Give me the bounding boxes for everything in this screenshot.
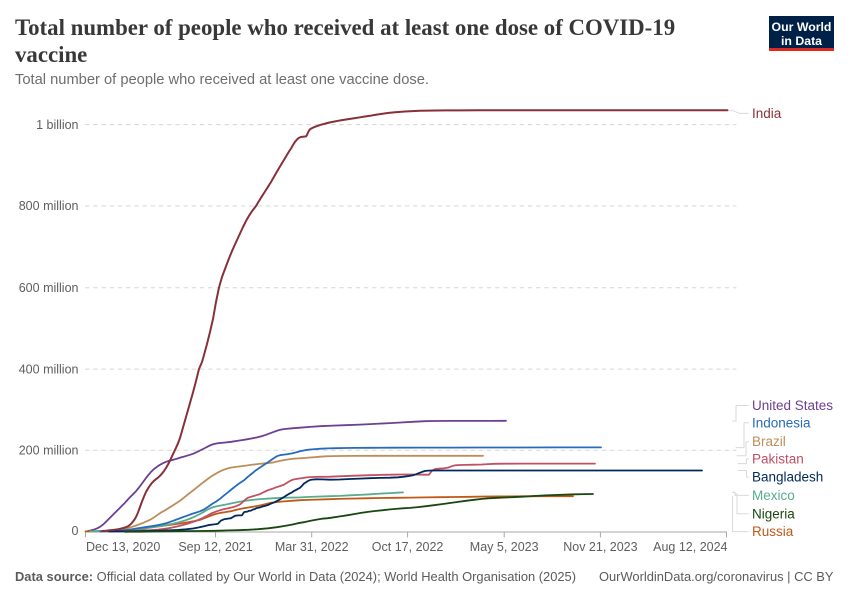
svg-text:Indonesia: Indonesia [752, 415, 811, 430]
svg-text:200 million: 200 million [19, 444, 79, 458]
svg-text:Nigeria: Nigeria [752, 506, 795, 521]
svg-text:Pakistan: Pakistan [752, 452, 804, 467]
svg-text:Sep 12, 2021: Sep 12, 2021 [178, 540, 252, 554]
svg-text:Mar 31, 2022: Mar 31, 2022 [275, 540, 349, 554]
svg-text:May 5, 2023: May 5, 2023 [470, 540, 539, 554]
svg-text:Russia: Russia [752, 524, 794, 539]
svg-text:Mexico: Mexico [752, 488, 795, 503]
svg-text:Bangladesh: Bangladesh [752, 470, 823, 485]
svg-text:Oct 17, 2022: Oct 17, 2022 [372, 540, 444, 554]
svg-text:400 million: 400 million [19, 362, 79, 376]
svg-text:600 million: 600 million [19, 281, 79, 295]
svg-text:United States: United States [752, 398, 833, 413]
svg-text:Aug 12, 2024: Aug 12, 2024 [653, 540, 727, 554]
svg-text:1 billion: 1 billion [36, 118, 78, 132]
svg-text:India: India [752, 106, 782, 121]
svg-text:Dec 13, 2020: Dec 13, 2020 [86, 540, 160, 554]
svg-text:Brazil: Brazil [752, 434, 786, 449]
svg-text:800 million: 800 million [19, 199, 79, 213]
svg-text:0: 0 [72, 524, 79, 538]
svg-text:Nov 21, 2023: Nov 21, 2023 [563, 540, 637, 554]
